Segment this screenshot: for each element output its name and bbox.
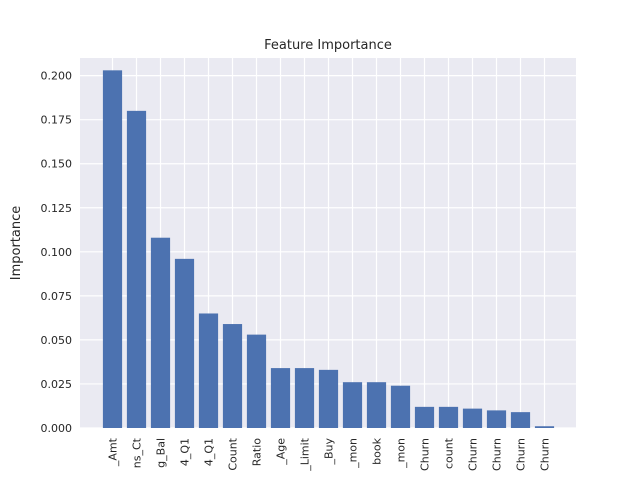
x-tick-label: _Amt: [107, 437, 120, 467]
bar: [174, 258, 195, 428]
x-tick-label: Count: [227, 437, 240, 470]
bar: [102, 70, 123, 428]
bar: [414, 406, 435, 428]
x-tick-label: _Age: [275, 438, 288, 466]
x-tick-label: count: [443, 437, 456, 469]
bars: [102, 70, 555, 428]
bar: [270, 368, 291, 428]
bar: [534, 426, 555, 428]
y-axis-title: Importance: [9, 206, 24, 281]
bar: [510, 412, 531, 428]
x-tick-label: 4_Q1: [179, 438, 192, 466]
y-tick-label: 0.100: [41, 246, 73, 259]
x-tick-label: Churn: [419, 438, 432, 471]
bar: [126, 110, 147, 428]
x-tick-label: _Limit: [299, 437, 312, 471]
bar: [222, 324, 243, 428]
x-tick-label: ns_Ct: [131, 437, 144, 468]
x-tick-label: Churn: [539, 438, 552, 471]
x-tick-label: Churn: [491, 438, 504, 471]
y-axis-ticks: 0.000 0.025 0.050 0.075 0.100 0.125 0.150 0.175…: [41, 70, 73, 435]
bar: [486, 410, 507, 428]
x-tick-label: Churn: [467, 438, 480, 471]
x-tick-label: 4_Q1: [203, 438, 216, 466]
x-tick-label: book: [371, 437, 384, 464]
bar: [438, 406, 459, 428]
bar: [366, 382, 387, 428]
bar: [294, 368, 315, 428]
x-tick-label: Ratio: [251, 438, 264, 467]
x-tick-label: g_Bal: [155, 438, 168, 468]
bar: [390, 385, 411, 428]
x-tick-label: Churn: [515, 438, 528, 471]
y-tick-label: 0.200: [41, 70, 73, 83]
x-tick-label: _Buy: [323, 438, 336, 466]
x-tick-label: _mon: [395, 438, 408, 469]
bar: [198, 313, 219, 428]
y-tick-label: 0.125: [41, 202, 73, 215]
bar: [150, 237, 171, 428]
y-tick-label: 0.150: [41, 158, 73, 171]
y-tick-label: 0.175: [41, 114, 73, 127]
bar: [246, 334, 267, 428]
bar: [462, 408, 483, 428]
y-tick-label: 0.000: [41, 422, 73, 435]
bar: [342, 382, 363, 428]
y-tick-label: 0.075: [41, 290, 73, 303]
x-axis-ticks: _Amt ns_Ct g_Bal 4_Q1 4_Q1 Count Ratio _Age _Lim…: [107, 437, 552, 471]
y-tick-label: 0.025: [41, 378, 73, 391]
bar: [318, 369, 339, 428]
y-tick-label: 0.050: [41, 334, 73, 347]
x-tick-label: _mon: [347, 438, 360, 469]
chart-title: Feature Importance: [264, 38, 392, 53]
